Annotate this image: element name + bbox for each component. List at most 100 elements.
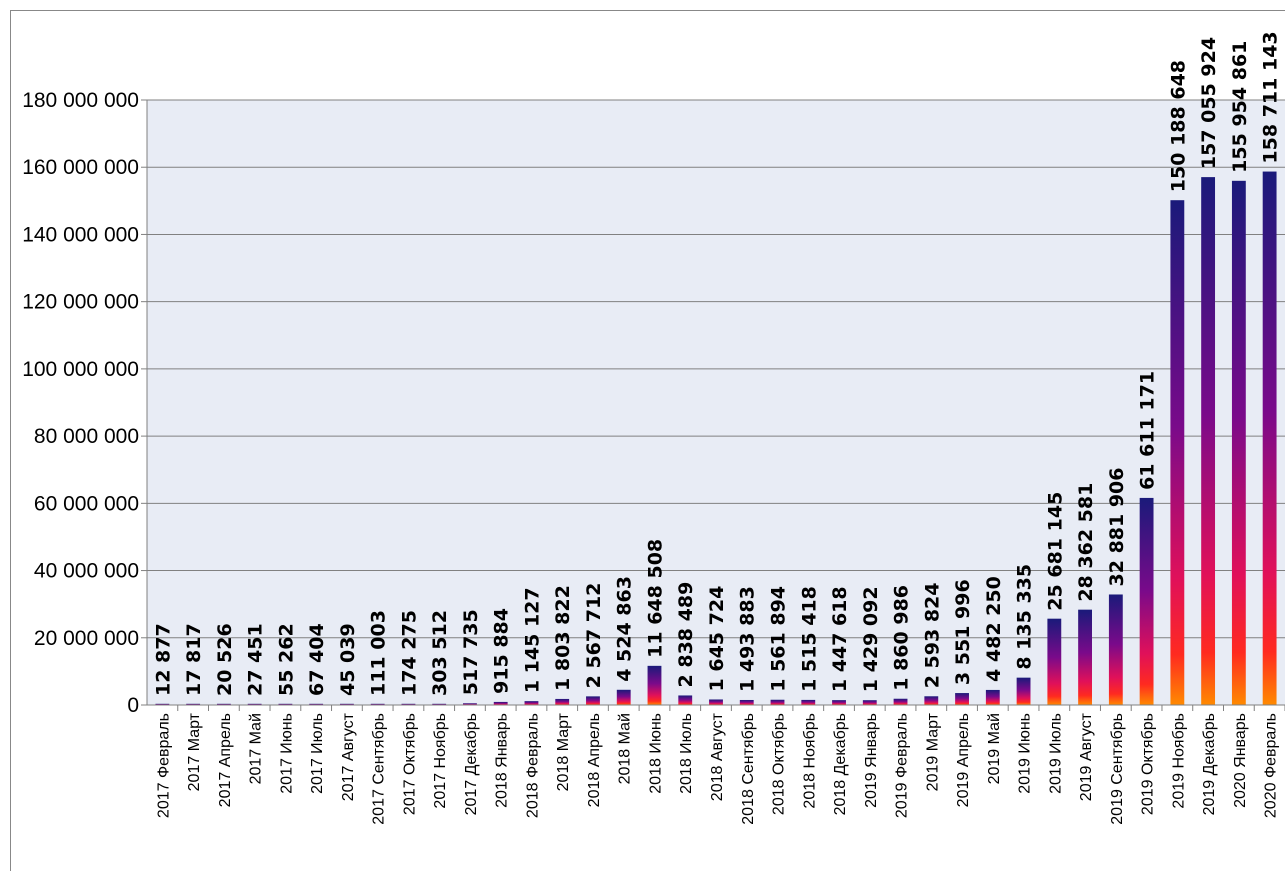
x-tick-label: 2018 Сентябрь [740,713,757,825]
bar [247,703,262,705]
x-tick-label: 2020 Февраль [1263,713,1280,818]
x-tick-label: 2019 Сентябрь [1109,713,1126,825]
data-label: 1 561 894 [768,586,790,692]
bar [555,698,570,705]
data-label: 303 512 [429,610,451,696]
data-label: 111 003 [368,610,390,696]
bar [955,693,969,705]
bar [1078,609,1093,705]
data-label: 1 645 724 [706,586,728,692]
data-label: 20 526 [214,623,236,696]
bar [309,703,324,705]
x-tick-label: 2017 Ноябрь [432,713,449,809]
bar [1108,594,1123,705]
bar [709,699,723,705]
y-tick-label: 180 000 000 [22,89,139,112]
bar [524,701,539,705]
x-tick-label: 2018 Октябрь [771,713,788,815]
bar [401,703,416,705]
data-label: 25 681 145 [1044,492,1066,611]
data-label: 32 881 906 [1106,467,1128,586]
bar [862,700,877,705]
x-tick-label: 2020 Январь [1232,713,1249,808]
data-label: 27 451 [245,623,267,696]
data-label: 8 135 335 [1014,564,1036,670]
bar [924,696,939,705]
x-tick-label: 2017 Июль [309,713,326,794]
y-tick-label: 140 000 000 [22,223,139,246]
x-tick-label: 2019 Май [986,713,1003,784]
bar [432,703,447,705]
y-axis: 0 20 000 000 40 000 000 60 000 000 80 000 00… [22,89,148,717]
data-labels: 12 877 17 817 20 526 27 451 55 262 67 404 45 0… [152,31,1281,696]
bar [678,695,693,705]
data-label: 150 188 648 [1167,60,1189,192]
x-tick-label: 2017 Декабрь [463,713,480,815]
x-tick-label: 2018 Апрель [586,713,603,807]
bar [985,689,1000,705]
bar [493,701,508,705]
data-label: 12 877 [152,623,174,696]
y-tick-label: 120 000 000 [22,291,139,314]
x-tick-label: 2017 Март [186,712,203,791]
bar [1231,180,1246,706]
data-label: 55 262 [275,623,297,696]
x-tick-label: 2018 Июль [678,713,695,794]
y-tick-label: 40 000 000 [34,560,139,583]
data-label: 3 551 996 [952,579,974,685]
x-tick-label: 2017 Август [340,712,357,801]
bar [370,703,385,705]
x-tick-label: 2019 Ноябрь [1170,713,1187,809]
x-tick-label: 2018 Декабрь [832,713,849,815]
bar [216,703,231,705]
y-tick-label: 60 000 000 [34,492,139,515]
data-label: 174 275 [398,610,420,696]
x-tick-label: 2019 Декабрь [1201,713,1218,815]
data-label: 17 817 [183,623,205,696]
y-tick-label: 160 000 000 [22,156,139,179]
data-label: 2 838 489 [675,582,697,688]
data-label: 517 735 [460,609,482,695]
x-tick-label: 2019 Январь [863,713,880,808]
data-label: 1 860 986 [891,585,913,691]
data-label: 67 404 [306,623,328,696]
x-tick-label: 2018 Июнь [647,713,664,794]
data-label: 1 447 618 [829,586,851,692]
x-tick-label: 2019 Июнь [1017,713,1034,794]
x-tick-label: 2018 Январь [494,713,511,808]
x-tick-label: 2017 Октябрь [401,713,418,815]
data-label: 1 493 883 [737,586,759,692]
x-tick-label: 2017 Май [248,713,265,784]
bar [1201,177,1216,706]
data-label: 158 711 143 [1260,31,1282,163]
bar [832,700,846,705]
x-tick-label: 2018 Март [555,712,572,791]
data-label: 4 524 863 [614,576,636,682]
bar [278,703,293,705]
bar [155,703,170,705]
x-tick-label: 2019 Февраль [894,713,911,818]
x-tick-label: 2017 Апрель [217,713,234,807]
data-label: 2 593 824 [921,583,943,689]
x-tick-label: 2019 Июль [1047,713,1064,794]
x-tick-label: 2019 Август [1078,712,1095,801]
data-label: 915 884 [491,608,513,694]
x-tick-label: 2018 Ноябрь [801,713,818,809]
y-tick-label: 100 000 000 [22,358,139,381]
bar [1139,497,1154,705]
x-tick-label: 2017 Сентябрь [371,713,388,825]
x-tick-label: 2018 Август [709,712,726,801]
bar [616,689,631,705]
bar [339,703,354,705]
gridlines [147,99,1285,706]
x-tick-label: 2017 Февраль [155,713,172,818]
data-label: 2 567 712 [583,583,605,689]
bar [586,696,600,705]
data-label: 155 954 861 [1229,41,1251,173]
bar [1262,171,1277,706]
data-label: 1 145 127 [521,587,543,693]
bar [801,699,816,705]
bar [463,703,477,705]
data-label: 1 803 822 [552,585,574,691]
